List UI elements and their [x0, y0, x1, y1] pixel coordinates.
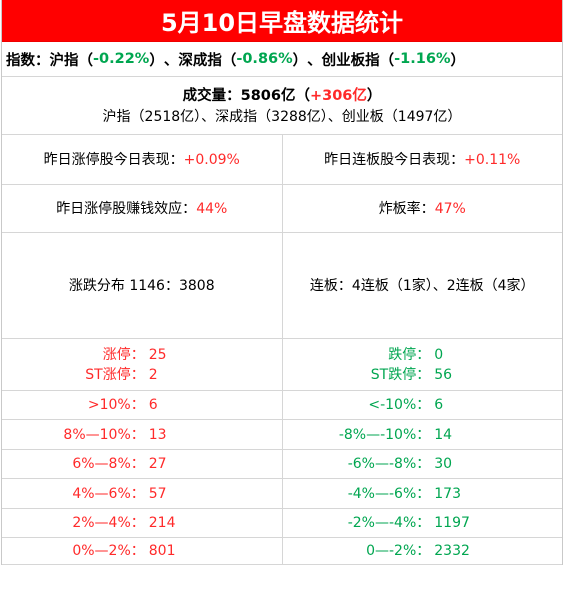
- consecutive-performance: 昨日连板股今日表现：+0.11%: [281, 135, 563, 184]
- index-name-sh: 沪指: [49, 52, 79, 69]
- index-value-sz: -0.86%: [236, 51, 293, 67]
- volume-label: 成交量：: [182, 87, 241, 104]
- performance-row: 昨日涨停股今日表现：+0.09% 昨日连板股今日表现：+0.11%: [2, 135, 562, 185]
- up-bucket: 8%—10%： 13: [63, 426, 167, 443]
- st-limit-up-value: 2: [148, 366, 158, 383]
- down-bucket: -2%—-4%： 1197: [281, 509, 563, 537]
- limit-up-performance-value: +0.09%: [183, 151, 240, 168]
- volume-change: +306亿: [309, 87, 367, 104]
- st-limit-up-label: ST涨停：: [85, 366, 145, 383]
- volume-amount: 5806亿: [240, 87, 296, 104]
- broken-board-rate-value: 47%: [434, 200, 466, 217]
- limit-up-performance: 昨日涨停股今日表现：+0.09%: [43, 151, 240, 168]
- index-value-sh: -0.22%: [93, 51, 150, 67]
- bucket-row: 4%—6%： 57 -4%—-6%： 173: [2, 479, 562, 509]
- limits-row: 涨停： 25 ST涨停： 2 跌停： 0 ST跌停： 56: [2, 339, 562, 391]
- bucket-row: 2%—4%： 214 -2%—-4%： 1197: [2, 509, 562, 538]
- bucket-row: 0%—2%： 801 0—-2%： 2332: [2, 538, 562, 565]
- broken-board-rate: 炸板率：47%: [281, 185, 563, 232]
- st-limit-down-label: ST跌停：: [370, 366, 431, 383]
- title-bar: 5月10日早盘数据统计: [2, 0, 562, 42]
- index-value-cyb: -1.16%: [394, 51, 451, 67]
- limit-up-cell: 涨停： 25 ST涨停： 2: [2, 339, 282, 390]
- profit-effect-value: 44%: [196, 200, 228, 217]
- down-bucket: 0—-2%： 2332: [281, 538, 563, 564]
- stats-table: 5月10日早盘数据统计 指数： 沪指（-0.22%）、 深成指（-0.86%）、…: [1, 0, 563, 565]
- down-bucket: -6%—-8%： 30: [281, 450, 563, 478]
- indices-row: 指数： 沪指（-0.22%）、 深成指（-0.86%）、 创业板指（-1.16%…: [2, 42, 562, 77]
- up-bucket: 4%—6%： 57: [72, 485, 167, 502]
- volume-row: 成交量：5806亿（+306亿） 沪指（2518亿）、深成指（3288亿）、创业…: [2, 77, 562, 135]
- page-title: 5月10日早盘数据统计: [160, 9, 404, 37]
- down-bucket: <-10%： 6: [281, 391, 563, 419]
- indices-prefix: 指数：: [6, 52, 50, 69]
- down-bucket: -8%—-10%： 14: [281, 420, 563, 449]
- index-name-cyb: 创业板指: [321, 52, 380, 69]
- st-limit-down-value: 56: [434, 366, 453, 383]
- down-bucket: -4%—-6%： 173: [281, 479, 563, 508]
- limit-down-label: 跌停：: [388, 346, 431, 363]
- consecutive-performance-value: +0.11%: [464, 151, 521, 168]
- up-bucket: 6%—8%： 27: [72, 456, 167, 472]
- distribution-row: 涨跌分布 1146：3808 连板：4连板（1家）、2连板（4家）: [2, 233, 562, 339]
- up-bucket: 2%—4%： 214: [72, 515, 176, 531]
- up-bucket: 0%—2%： 801: [72, 543, 176, 559]
- volume-summary: 成交量：5806亿（+306亿）: [182, 87, 382, 104]
- limit-down-cell: 跌停： 0 ST跌停： 56: [281, 339, 563, 390]
- volume-breakdown: 沪指（2518亿）、深成指（3288亿）、创业板（1497亿）: [102, 108, 462, 125]
- limit-up-value: 25: [148, 346, 167, 363]
- bucket-row: 8%—10%： 13 -8%—-10%： 14: [2, 420, 562, 450]
- limit-up-label: 涨停：: [102, 346, 145, 363]
- bucket-row: 6%—8%： 27 -6%—-8%： 30: [2, 450, 562, 479]
- profit-effect: 昨日涨停股赚钱效应：44%: [56, 200, 228, 217]
- bucket-row: >10%： 6 <-10%： 6: [2, 391, 562, 420]
- effect-row: 昨日涨停股赚钱效应：44% 炸板率：47%: [2, 185, 562, 233]
- index-name-sz: 深成指: [178, 52, 222, 69]
- advance-decline: 涨跌分布 1146：3808: [68, 277, 215, 294]
- up-bucket: >10%： 6: [87, 397, 158, 413]
- limit-down-value: 0: [434, 346, 444, 363]
- consecutive-boards: 连板：4连板（1家）、2连板（4家）: [281, 233, 563, 338]
